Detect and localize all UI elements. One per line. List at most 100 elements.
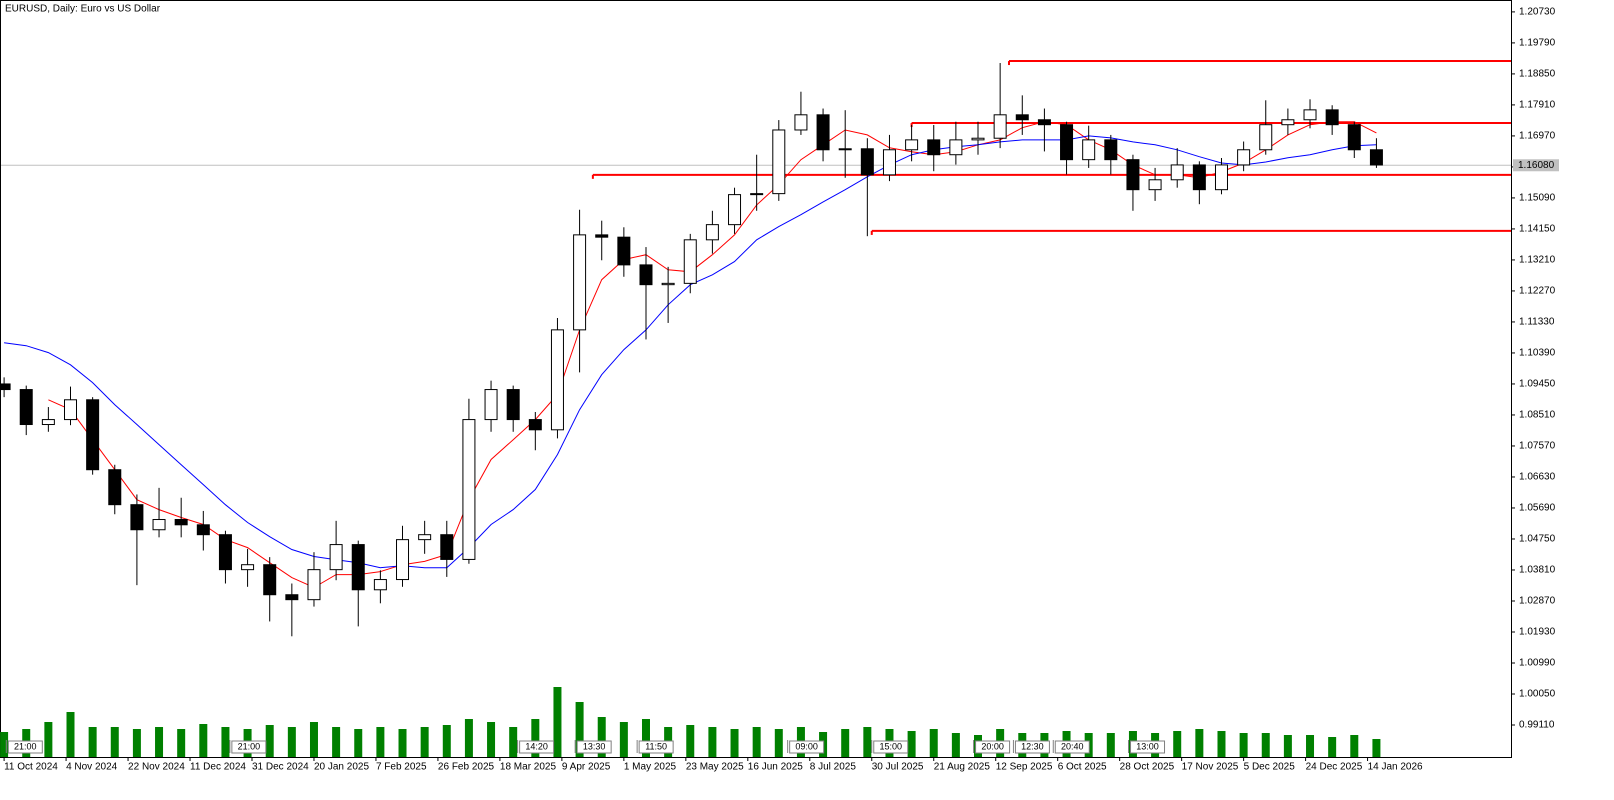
- x-tick-label: 7 Feb 2025: [376, 762, 427, 773]
- y-tick-label: 1.06630: [1519, 472, 1556, 483]
- candle-body: [705, 224, 719, 241]
- annotation-label: 20:00: [981, 741, 1004, 751]
- x-tick-label: 18 Mar 2025: [500, 762, 557, 773]
- candle-body: [728, 194, 742, 226]
- candle-body: [661, 282, 675, 286]
- volume-bar: [708, 727, 717, 757]
- candle-body: [108, 469, 122, 506]
- candle-body: [218, 534, 232, 571]
- candle-body: [1281, 119, 1295, 126]
- candle-body: [1082, 139, 1096, 161]
- volume-bar: [265, 725, 274, 757]
- x-tick-label: 28 Oct 2025: [1120, 762, 1175, 773]
- candle-body: [639, 264, 653, 286]
- price-label: 1.16080: [1518, 160, 1555, 171]
- candle-body: [1170, 164, 1184, 181]
- x-tick-label: 16 Jun 2025: [748, 762, 803, 773]
- volume-bar: [376, 727, 385, 757]
- x-tick-label: 11 Oct 2024: [4, 762, 58, 773]
- volume-bar: [132, 729, 141, 757]
- volume-bar: [442, 725, 451, 757]
- candle-body: [1347, 124, 1361, 151]
- candle-body: [1060, 124, 1074, 161]
- candle-body: [1303, 109, 1317, 121]
- y-tick-label: 1.14150: [1519, 224, 1556, 235]
- volume-bar: [1372, 739, 1381, 757]
- volume-bar: [619, 722, 628, 757]
- annotation-label: 12:30: [1021, 741, 1044, 751]
- volume-bar: [309, 722, 318, 757]
- volume-bar: [199, 724, 208, 757]
- annotation-box: [576, 740, 612, 754]
- candle-body: [1214, 164, 1228, 191]
- volume-bar: [110, 727, 119, 757]
- volume-bar: [575, 702, 584, 757]
- annotation-box: [7, 740, 43, 754]
- x-tick-label: 12 Sep 2025: [996, 762, 1053, 773]
- y-tick-label: 1.11330: [1519, 317, 1555, 328]
- y-tick-label: 1.00050: [1519, 689, 1556, 700]
- candle-body: [506, 389, 520, 421]
- candle-body: [1259, 124, 1273, 151]
- volume-bar: [177, 729, 186, 757]
- candle-body: [440, 534, 454, 560]
- volume-bar: [730, 729, 739, 757]
- candle-body: [373, 579, 387, 591]
- x-tick-label: 26 Feb 2025: [438, 762, 495, 773]
- y-tick-label: 1.18850: [1519, 69, 1556, 80]
- x-tick-label: 14 Jan 2026: [1368, 762, 1423, 773]
- annotation-label: 21:00: [14, 741, 37, 751]
- y-tick-label: 1.13210: [1519, 255, 1556, 266]
- volume-bar: [1173, 731, 1182, 757]
- volume-bar: [1217, 731, 1226, 757]
- y-tick-label: 1.03810: [1519, 565, 1556, 576]
- volume-bar: [1328, 737, 1337, 757]
- candle-body: [130, 504, 144, 531]
- volume-bar: [1283, 735, 1292, 757]
- candle-body: [241, 564, 255, 571]
- candle-body: [794, 114, 808, 131]
- candle-body: [550, 329, 564, 431]
- candle-body: [263, 564, 277, 596]
- candle-body: [927, 139, 941, 156]
- candle-body: [1015, 114, 1029, 121]
- candle-body: [528, 419, 542, 431]
- x-tick-label: 21 Aug 2025: [934, 762, 991, 773]
- x-tick-label: 6 Oct 2025: [1058, 762, 1107, 773]
- annotation-label: 20:40: [1061, 741, 1084, 751]
- volume-bar: [332, 727, 341, 757]
- x-tick-label: 1 May 2025: [624, 762, 677, 773]
- x-tick-label: 5 Dec 2025: [1244, 762, 1296, 773]
- volume-bar: [951, 733, 960, 757]
- candle-body: [905, 139, 919, 151]
- x-tick-label: 4 Nov 2024: [66, 762, 118, 773]
- x-tick-label: 17 Nov 2025: [1182, 762, 1239, 773]
- candle-body: [971, 137, 985, 141]
- x-tick-label: 31 Dec 2024: [252, 762, 309, 773]
- candle-body: [462, 419, 476, 560]
- annotation-label: 11:50: [645, 741, 667, 751]
- annotation-box: [1014, 740, 1050, 754]
- volume-bar: [44, 722, 53, 757]
- x-tick-label: 9 Apr 2025: [562, 762, 611, 773]
- annotation-label: 13:30: [583, 741, 606, 751]
- candle-body: [1148, 179, 1162, 191]
- candle-body: [617, 236, 631, 266]
- candle-body: [1037, 119, 1051, 126]
- price-label-bg: [1513, 159, 1559, 172]
- volume-bar: [553, 687, 562, 757]
- candle-body: [573, 234, 587, 331]
- candle-body: [86, 399, 100, 471]
- volume-bar: [1350, 735, 1359, 757]
- candle-body: [816, 114, 830, 151]
- volume-bar: [88, 727, 97, 757]
- annotation-box: [1130, 740, 1166, 754]
- candle-body: [993, 114, 1007, 139]
- volume-bar: [1106, 733, 1115, 757]
- y-tick-label: 1.05690: [1519, 503, 1556, 514]
- volume-bar: [774, 729, 783, 757]
- candle-body: [1325, 109, 1339, 126]
- annotation-label: 14:20: [525, 741, 548, 751]
- volume-bar: [641, 719, 650, 757]
- candle-body: [1192, 164, 1206, 191]
